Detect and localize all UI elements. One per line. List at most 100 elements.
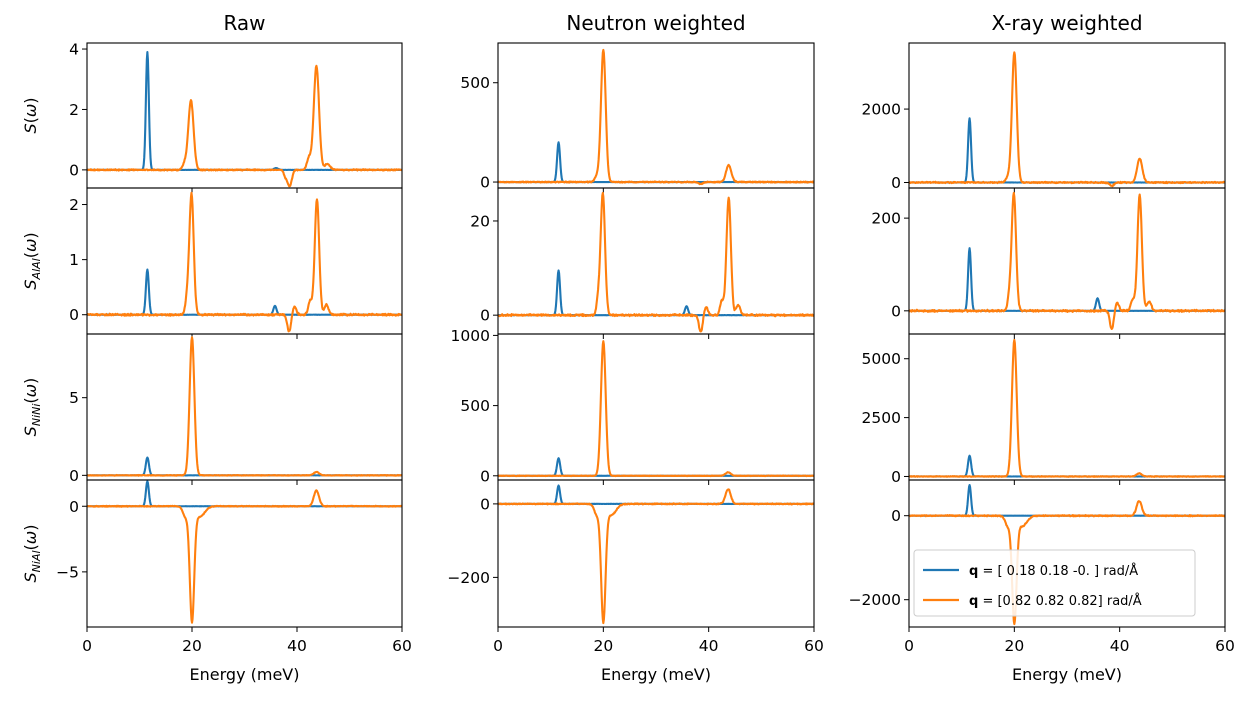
y-tick-label: 0 xyxy=(480,467,490,485)
panel-x-ray-weighted-row3: 0 2500 5000 xyxy=(862,333,1226,486)
series-line-q1 xyxy=(909,483,1225,517)
series-line-q1 xyxy=(909,247,1225,312)
panel-raw-row1: 0 2 4 xyxy=(69,41,403,193)
series-line-q2 xyxy=(909,51,1225,188)
series-line-q2 xyxy=(498,488,814,625)
y-tick-label: −200 xyxy=(447,569,490,587)
xlabel-neutron: Energy (meV) xyxy=(601,665,711,684)
series-line-q2 xyxy=(87,191,402,333)
panel-raw-row2: 0 1 2 xyxy=(69,187,403,339)
x-tick-label: 0 xyxy=(493,637,503,655)
series-line-q1 xyxy=(498,269,814,317)
series-line-q2 xyxy=(87,336,402,477)
y-tick-label: 200 xyxy=(871,210,901,228)
y-tick-label: 5 xyxy=(69,389,79,407)
series-line-q2 xyxy=(498,340,814,478)
x-tick-label: 40 xyxy=(699,637,719,655)
ylabel-row3: SNiNi(ω) xyxy=(21,378,43,437)
y-tick-label: 0 xyxy=(480,495,490,513)
series-line-q1 xyxy=(87,480,402,508)
x-tick-label: 40 xyxy=(1110,637,1130,655)
y-tick-label: 2500 xyxy=(862,409,901,427)
y-tick-label: −5 xyxy=(56,563,79,581)
y-tick-label: 0 xyxy=(891,174,901,192)
x-tick-label: 60 xyxy=(804,637,824,655)
row-ylabels: S(ω) SAlAl(ω) SNiNi(ω) SNiAl(ω) xyxy=(21,97,43,582)
series-line-q2 xyxy=(909,500,1225,626)
panel-neutron-weighted-row3: 0 500 1000 xyxy=(451,327,815,485)
xlabel-raw: Energy (meV) xyxy=(190,665,300,684)
ylabel-row4: SNiAl(ω) xyxy=(21,525,43,583)
axes-frame xyxy=(908,42,1226,189)
legend-label-q2: q = [0.82 0.82 0.82] rad/Å xyxy=(969,593,1142,609)
series-line-q2 xyxy=(909,338,1225,478)
axes-frame xyxy=(497,187,815,335)
series-line-q2 xyxy=(909,191,1225,330)
panel-x-ray-weighted-row4: −2000 0 0 20 40 60 xyxy=(849,479,1235,655)
y-tick-label: 2000 xyxy=(862,101,901,119)
axes-frame xyxy=(86,42,403,189)
ylabel-row1: S(ω) xyxy=(21,97,40,133)
y-tick-label: 500 xyxy=(460,74,490,92)
axes-frame xyxy=(908,333,1226,481)
ylabel-row2: SAlAl(ω) xyxy=(21,232,43,289)
y-tick-label: 0 xyxy=(69,306,79,324)
legend: q = [ 0.18 0.18 -0. ] rad/Å q = [0.82 0.… xyxy=(913,549,1196,617)
series-line-q1 xyxy=(87,51,402,172)
series-line-q1 xyxy=(87,268,402,316)
x-tick-label: 20 xyxy=(593,637,613,655)
y-tick-label: 0 xyxy=(69,161,79,179)
axes-frame xyxy=(497,42,815,189)
series-line-q2 xyxy=(498,191,814,333)
panel-neutron-weighted-row2: 0 20 xyxy=(470,187,815,339)
y-tick-label: −2000 xyxy=(849,591,901,609)
axes-frame xyxy=(497,479,815,628)
column-titles: Raw Neutron weighted X-ray weighted xyxy=(223,11,1142,35)
y-tick-label: 0 xyxy=(891,302,901,320)
column-title-raw: Raw xyxy=(223,11,265,35)
y-tick-label: 500 xyxy=(460,397,490,415)
panel-x-ray-weighted-row1: 0 2000 xyxy=(862,42,1226,193)
y-tick-label: 2 xyxy=(69,101,79,119)
x-tick-label: 20 xyxy=(182,637,202,655)
x-tick-label: 20 xyxy=(1004,637,1024,655)
y-tick-label: 2 xyxy=(69,196,79,214)
x-tick-label: 40 xyxy=(287,637,307,655)
axes-frame xyxy=(86,187,403,335)
panel-raw-row4: −5 0 0 20 40 60 xyxy=(56,479,412,655)
column-title-xray: X-ray weighted xyxy=(991,11,1142,35)
y-tick-label: 1000 xyxy=(451,327,490,345)
y-tick-label: 20 xyxy=(470,212,490,230)
y-tick-label: 0 xyxy=(480,174,490,192)
y-tick-label: 0 xyxy=(891,507,901,525)
panel-raw-row3: 05 xyxy=(69,333,403,485)
series-line-q2 xyxy=(498,48,814,186)
series-line-q1 xyxy=(87,456,402,477)
y-tick-label: 0 xyxy=(69,498,79,516)
panel-x-ray-weighted-row2: 0 200 xyxy=(871,187,1226,339)
legend-box xyxy=(913,549,1196,617)
y-tick-label: 0 xyxy=(69,467,79,485)
y-tick-label: 5000 xyxy=(862,350,901,368)
axes-frame xyxy=(86,333,403,481)
y-tick-label: 1 xyxy=(69,251,79,269)
axes-frame xyxy=(908,479,1226,628)
panel-neutron-weighted-row4: −200 0 0 20 40 60 xyxy=(447,479,824,655)
series-line-q1 xyxy=(909,454,1225,478)
axes-frame xyxy=(497,333,815,481)
x-tick-label: 0 xyxy=(82,637,92,655)
series-line-q1 xyxy=(909,117,1225,184)
y-tick-label: 0 xyxy=(480,307,490,325)
series-line-q2 xyxy=(87,489,402,624)
legend-label-q1: q = [ 0.18 0.18 -0. ] rad/Å xyxy=(969,563,1138,579)
column-title-neutron: Neutron weighted xyxy=(566,11,745,35)
axes-frame xyxy=(86,479,403,628)
y-tick-label: 4 xyxy=(69,41,79,59)
panel-neutron-weighted-row1: 0 500 xyxy=(460,42,815,193)
x-tick-label: 60 xyxy=(1215,637,1235,655)
series-line-q1 xyxy=(498,141,814,184)
xlabel-xray: Energy (meV) xyxy=(1012,665,1122,684)
